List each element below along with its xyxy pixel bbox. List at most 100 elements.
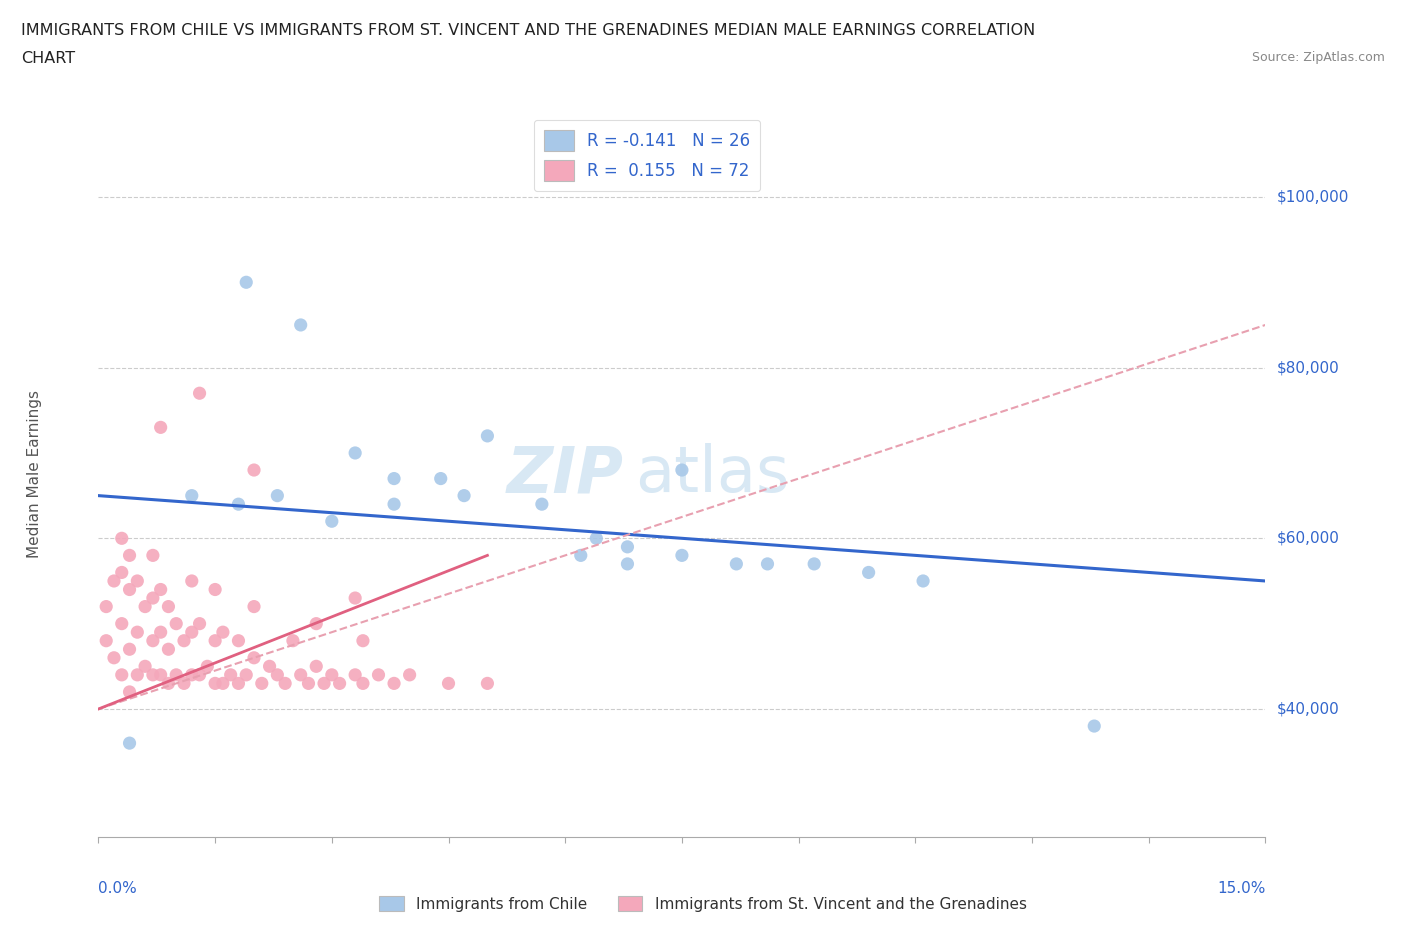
Immigrants from Chile	[180, 488, 202, 503]
Immigrants from St. Vincent and the Grenadines	[118, 548, 141, 563]
Immigrants from St. Vincent and the Grenadines	[477, 676, 499, 691]
Immigrants from St. Vincent and the Grenadines	[290, 668, 312, 683]
Immigrants from St. Vincent and the Grenadines	[243, 650, 266, 665]
Text: $60,000: $60,000	[1277, 531, 1340, 546]
Immigrants from St. Vincent and the Grenadines	[111, 565, 134, 580]
Immigrants from St. Vincent and the Grenadines	[149, 668, 172, 683]
Immigrants from Chile	[756, 556, 779, 571]
Immigrants from St. Vincent and the Grenadines	[142, 668, 165, 683]
Text: $40,000: $40,000	[1277, 701, 1340, 716]
Immigrants from Chile	[858, 565, 880, 580]
Immigrants from St. Vincent and the Grenadines	[180, 625, 202, 640]
Immigrants from Chile	[228, 497, 250, 512]
Immigrants from St. Vincent and the Grenadines	[134, 658, 156, 673]
Immigrants from St. Vincent and the Grenadines	[312, 676, 335, 691]
Immigrants from St. Vincent and the Grenadines	[103, 574, 125, 589]
Immigrants from St. Vincent and the Grenadines	[188, 668, 211, 683]
Immigrants from Chile	[235, 275, 257, 290]
Immigrants from St. Vincent and the Grenadines	[103, 650, 125, 665]
Immigrants from Chile	[382, 497, 405, 512]
Immigrants from St. Vincent and the Grenadines	[266, 668, 288, 683]
Immigrants from St. Vincent and the Grenadines	[157, 642, 180, 657]
Immigrants from Chile	[344, 445, 367, 460]
Legend: Immigrants from Chile, Immigrants from St. Vincent and the Grenadines: Immigrants from Chile, Immigrants from S…	[374, 889, 1032, 918]
Immigrants from Chile	[429, 472, 451, 486]
Immigrants from St. Vincent and the Grenadines	[305, 658, 328, 673]
Immigrants from St. Vincent and the Grenadines	[281, 633, 304, 648]
Text: atlas: atlas	[636, 444, 790, 505]
Text: 15.0%: 15.0%	[1218, 881, 1265, 896]
Immigrants from St. Vincent and the Grenadines	[305, 617, 328, 631]
Immigrants from Chile	[530, 497, 553, 512]
Immigrants from St. Vincent and the Grenadines	[344, 668, 367, 683]
Immigrants from Chile	[912, 574, 935, 589]
Immigrants from St. Vincent and the Grenadines	[437, 676, 460, 691]
Immigrants from St. Vincent and the Grenadines	[329, 676, 352, 691]
Immigrants from St. Vincent and the Grenadines	[212, 676, 235, 691]
Text: IMMIGRANTS FROM CHILE VS IMMIGRANTS FROM ST. VINCENT AND THE GRENADINES MEDIAN M: IMMIGRANTS FROM CHILE VS IMMIGRANTS FROM…	[21, 23, 1035, 38]
Immigrants from St. Vincent and the Grenadines	[149, 625, 172, 640]
Immigrants from Chile	[382, 472, 405, 486]
Immigrants from Chile	[803, 556, 825, 571]
Text: Median Male Earnings: Median Male Earnings	[27, 391, 42, 558]
Text: 0.0%: 0.0%	[98, 881, 138, 896]
Immigrants from St. Vincent and the Grenadines	[204, 633, 226, 648]
Immigrants from St. Vincent and the Grenadines	[118, 684, 141, 699]
Immigrants from St. Vincent and the Grenadines	[274, 676, 297, 691]
Immigrants from St. Vincent and the Grenadines	[250, 676, 273, 691]
Text: Source: ZipAtlas.com: Source: ZipAtlas.com	[1251, 51, 1385, 64]
Immigrants from St. Vincent and the Grenadines	[344, 591, 367, 605]
Immigrants from Chile	[671, 462, 693, 477]
Immigrants from St. Vincent and the Grenadines	[111, 668, 134, 683]
Immigrants from Chile	[725, 556, 748, 571]
Immigrants from St. Vincent and the Grenadines	[127, 574, 149, 589]
Immigrants from St. Vincent and the Grenadines	[157, 599, 180, 614]
Immigrants from St. Vincent and the Grenadines	[96, 599, 118, 614]
Immigrants from St. Vincent and the Grenadines	[96, 633, 118, 648]
Immigrants from St. Vincent and the Grenadines	[367, 668, 389, 683]
Immigrants from St. Vincent and the Grenadines	[321, 668, 343, 683]
Immigrants from Chile	[266, 488, 288, 503]
Immigrants from Chile	[321, 513, 343, 528]
Immigrants from St. Vincent and the Grenadines	[142, 633, 165, 648]
Immigrants from Chile	[616, 539, 638, 554]
Immigrants from St. Vincent and the Grenadines	[219, 668, 242, 683]
Immigrants from Chile	[671, 548, 693, 563]
Immigrants from St. Vincent and the Grenadines	[173, 633, 195, 648]
Immigrants from St. Vincent and the Grenadines	[180, 574, 202, 589]
Immigrants from St. Vincent and the Grenadines	[127, 625, 149, 640]
Immigrants from St. Vincent and the Grenadines	[195, 658, 218, 673]
Immigrants from St. Vincent and the Grenadines	[352, 676, 374, 691]
Immigrants from St. Vincent and the Grenadines	[165, 668, 187, 683]
Immigrants from St. Vincent and the Grenadines	[352, 633, 374, 648]
Immigrants from St. Vincent and the Grenadines	[142, 548, 165, 563]
Immigrants from St. Vincent and the Grenadines	[259, 658, 281, 673]
Immigrants from St. Vincent and the Grenadines	[157, 676, 180, 691]
Immigrants from Chile	[118, 736, 141, 751]
Immigrants from St. Vincent and the Grenadines	[235, 668, 257, 683]
Text: $100,000: $100,000	[1277, 190, 1348, 205]
Immigrants from Chile	[616, 556, 638, 571]
Immigrants from Chile	[477, 429, 499, 444]
Immigrants from St. Vincent and the Grenadines	[212, 625, 235, 640]
Immigrants from St. Vincent and the Grenadines	[173, 676, 195, 691]
Legend: R = -0.141   N = 26, R =  0.155   N = 72: R = -0.141 N = 26, R = 0.155 N = 72	[534, 120, 761, 191]
Immigrants from St. Vincent and the Grenadines	[180, 668, 202, 683]
Immigrants from Chile	[290, 317, 312, 332]
Immigrants from St. Vincent and the Grenadines	[204, 582, 226, 597]
Immigrants from St. Vincent and the Grenadines	[398, 668, 420, 683]
Text: CHART: CHART	[21, 51, 75, 66]
Immigrants from St. Vincent and the Grenadines	[188, 386, 211, 401]
Immigrants from St. Vincent and the Grenadines	[118, 642, 141, 657]
Immigrants from Chile	[569, 548, 592, 563]
Immigrants from St. Vincent and the Grenadines	[228, 633, 250, 648]
Immigrants from St. Vincent and the Grenadines	[243, 462, 266, 477]
Immigrants from St. Vincent and the Grenadines	[111, 531, 134, 546]
Immigrants from St. Vincent and the Grenadines	[243, 599, 266, 614]
Immigrants from St. Vincent and the Grenadines	[228, 676, 250, 691]
Immigrants from St. Vincent and the Grenadines	[149, 420, 172, 435]
Immigrants from St. Vincent and the Grenadines	[111, 617, 134, 631]
Immigrants from St. Vincent and the Grenadines	[204, 676, 226, 691]
Immigrants from St. Vincent and the Grenadines	[382, 676, 405, 691]
Immigrants from St. Vincent and the Grenadines	[149, 582, 172, 597]
